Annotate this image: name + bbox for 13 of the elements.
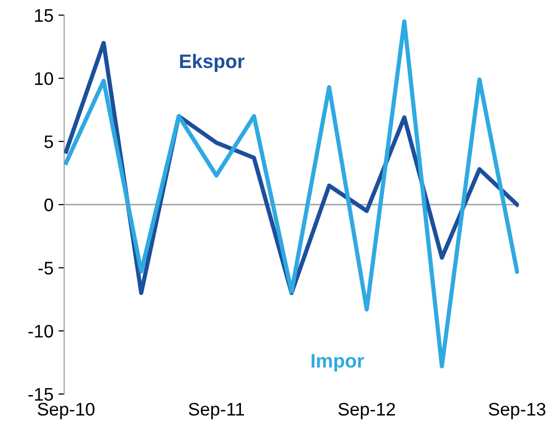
y-tick-label: 15 xyxy=(35,9,53,22)
y-tick-label: -10 xyxy=(28,324,54,338)
x-tick-label: Sep-12 xyxy=(338,402,395,420)
x-tick-label: Sep-13 xyxy=(488,402,546,420)
y-tick-label: 0 xyxy=(44,198,54,212)
y-tick-label: -5 xyxy=(38,262,53,274)
x-tick-label: Sep-11 xyxy=(188,402,244,420)
text: Ekspor xyxy=(180,54,244,72)
x-tick-label: Sep-10 xyxy=(38,402,94,420)
y-tick-label: 5 xyxy=(44,136,53,148)
y-tick-label: 10 xyxy=(35,72,54,86)
y-tick-label: -15 xyxy=(28,388,53,401)
text: Impor xyxy=(312,354,364,372)
